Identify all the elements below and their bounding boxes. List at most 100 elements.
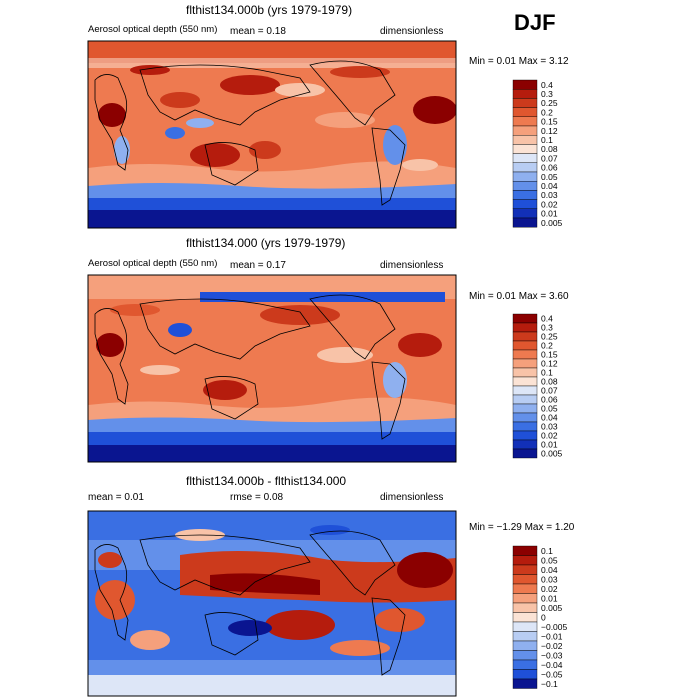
colorbar-3: 0.10.050.040.030.020.010.0050−0.005−0.01… (512, 545, 568, 689)
colorbar-2-swatch (512, 331, 538, 342)
colorbar-1-swatch (512, 171, 538, 182)
colorbar-3-label: 0.01 (541, 594, 558, 604)
panel-3-units: dimensionless (380, 492, 444, 503)
colorbar-1-swatch (512, 144, 538, 154)
colorbar-1-label: 0.1 (541, 135, 553, 145)
colorbar-2-label: 0.05 (541, 404, 558, 414)
colorbar-3-label: −0.04 (541, 660, 563, 670)
colorbar-3-swatch (512, 640, 538, 651)
colorbar-1-swatch (512, 79, 538, 90)
panel-2-units: dimensionless (380, 260, 444, 271)
colorbar-3-swatch (512, 583, 538, 594)
colorbar-3-label: 0 (541, 613, 546, 623)
colorbar-2-label: 0.02 (541, 431, 558, 441)
panel-3-title: flthist134.000b - flthist134.000 (186, 474, 347, 488)
panel-1-variable: Aerosol optical depth (550 nm) (88, 24, 218, 35)
map-2-field (88, 275, 456, 462)
colorbar-3-label: 0.1 (541, 546, 553, 556)
coastlines-3 (94, 530, 406, 676)
panel-1-minmax: Min = 0.01 Max = 3.12 (469, 56, 569, 67)
colorbar-3-label: −0.01 (541, 632, 563, 642)
colorbar-2-swatch (512, 349, 538, 360)
colorbar-1-swatch (512, 107, 538, 117)
colorbar-2-label: 0.25 (541, 332, 558, 342)
colorbar-3-label: −0.03 (541, 651, 563, 661)
colorbar-3-swatch (512, 593, 538, 604)
colorbar-2-swatch (512, 421, 538, 432)
colorbar-2-label: 0.01 (541, 440, 558, 450)
colorbar-2-swatch (512, 322, 538, 333)
colorbar-1-label: 0.05 (541, 172, 558, 182)
colorbar-2-label: 0.06 (541, 395, 558, 405)
colorbar-1-swatch (512, 199, 538, 210)
colorbar-1-label: 0.07 (541, 153, 558, 163)
colorbar-2-swatch (512, 394, 538, 405)
colorbar-2-swatch (512, 313, 538, 324)
colorbar-2-label: 0.005 (541, 449, 563, 459)
colorbar-2-swatch (512, 367, 538, 378)
panel-3-minmax: Min = −1.29 Max = 1.20 (469, 522, 575, 533)
colorbar-1-label: 0.15 (541, 117, 558, 127)
colorbar-2-swatch (512, 385, 538, 396)
colorbar-3-swatch (512, 650, 538, 661)
colorbar-3-swatch (512, 555, 538, 566)
colorbar-2-swatch (512, 376, 538, 387)
colorbar-2-swatch (512, 448, 538, 459)
map-3-field (88, 511, 456, 696)
colorbar-3-label: 0.02 (541, 584, 558, 594)
colorbar-2-label: 0.1 (541, 368, 553, 378)
panel-3-mean: mean = 0.01 (88, 492, 144, 503)
colorbar-2-label: 0.12 (541, 359, 558, 369)
colorbar-3-label: −0.02 (541, 641, 563, 651)
colorbar-2-label: 0.2 (541, 341, 553, 351)
panel-2-minmax: Min = 0.01 Max = 3.60 (469, 291, 569, 302)
colorbar-2-swatch (512, 430, 538, 441)
colorbar-2-swatch (512, 412, 538, 423)
panel-1-mean: mean = 0.18 (230, 26, 286, 37)
coastlines-2 (94, 294, 406, 440)
colorbar-1-label: 0.04 (541, 181, 558, 191)
colorbar-3-swatch (512, 564, 538, 575)
colorbar-3-swatch (512, 669, 538, 680)
colorbar-3-swatch (512, 602, 538, 613)
panel-2-mean: mean = 0.17 (230, 260, 286, 271)
colorbar-1: 0.40.30.250.20.150.120.10.080.070.060.05… (512, 79, 563, 228)
colorbar-3-swatch (512, 631, 538, 642)
colorbar-1-label: 0.3 (541, 89, 553, 99)
colorbar-3-label: 0.03 (541, 575, 558, 585)
colorbar-3-label: 0.005 (541, 603, 563, 613)
colorbar-2: 0.40.30.250.20.150.120.10.080.070.060.05… (512, 313, 563, 459)
colorbar-3-swatch (512, 621, 538, 632)
colorbar-1-label: 0.02 (541, 199, 558, 209)
colorbar-3-swatch (512, 574, 538, 585)
colorbar-3-swatch (512, 678, 538, 689)
colorbar-3-swatch (512, 659, 538, 670)
map-2-frame (87, 274, 457, 463)
colorbar-1-swatch (512, 98, 538, 108)
colorbar-1-label: 0.03 (541, 190, 558, 200)
coastlines-1 (94, 60, 406, 206)
colorbar-2-label: 0.04 (541, 413, 558, 423)
colorbar-1-label: 0.06 (541, 163, 558, 173)
colorbar-2-label: 0.15 (541, 350, 558, 360)
colorbar-1-swatch (512, 88, 538, 99)
colorbar-1-swatch (512, 180, 538, 191)
colorbar-1-swatch (512, 116, 538, 127)
colorbar-2-label: 0.3 (541, 323, 553, 333)
colorbar-3-swatch (512, 545, 538, 556)
panel-1-title: flthist134.000b (yrs 1979-1979) (186, 3, 353, 17)
colorbar-1-swatch (512, 190, 538, 200)
colorbar-1-swatch (512, 162, 538, 173)
colorbar-3-label: −0.005 (541, 622, 568, 632)
colorbar-2-label: 0.08 (541, 377, 558, 387)
colorbar-2-label: 0.03 (541, 422, 558, 432)
colorbar-1-label: 0.01 (541, 209, 558, 219)
map-1-field (88, 41, 456, 228)
map-1-frame (87, 40, 457, 229)
colorbar-2-swatch (512, 340, 538, 351)
colorbar-1-label: 0.005 (541, 218, 563, 228)
colorbar-3-label: −0.1 (541, 679, 558, 689)
colorbar-2-swatch (512, 403, 538, 414)
colorbar-1-label: 0.12 (541, 126, 558, 136)
